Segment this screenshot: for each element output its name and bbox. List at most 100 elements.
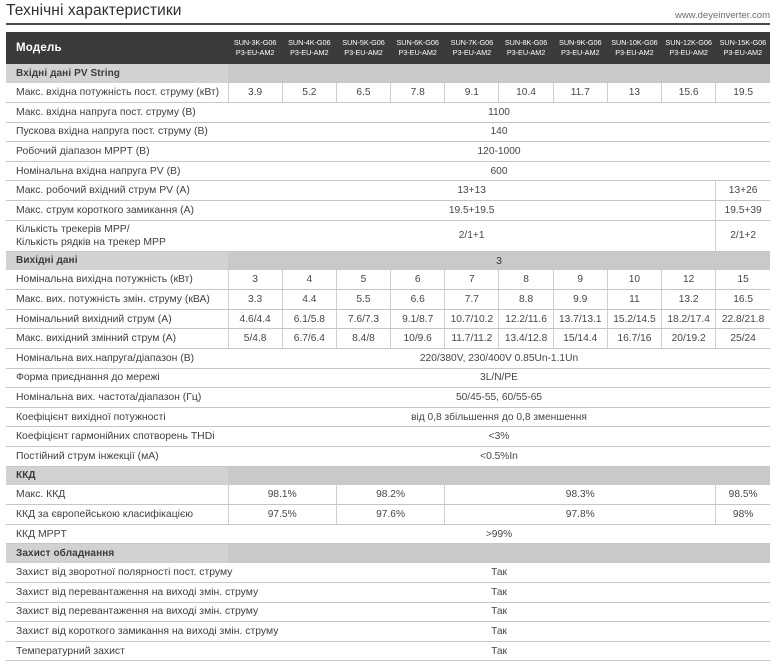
cell-value: 97.8%	[444, 504, 716, 525]
cell-value: 15.6	[661, 83, 716, 104]
cell-value: Так	[228, 562, 770, 583]
cell-value: 15/14.4	[552, 328, 608, 350]
cell-value: 5.2	[281, 83, 337, 104]
cell-value: 6.7/6.4	[281, 328, 337, 350]
model-name-line1: SUN-10K-G06	[611, 38, 658, 48]
model-name-line2: P3-EU-AM2	[723, 48, 763, 57]
cell-value: 1100	[228, 102, 770, 123]
row-thdi: Коефіцієнт гармонійних спотворень THDi <…	[6, 426, 770, 447]
section-band-fill	[228, 543, 770, 563]
cell-value: 8.8	[498, 289, 554, 310]
row-label: Макс. вихідний змінний струм (А)	[6, 328, 229, 350]
table-header-row: Модель SUN-3K-G06 P3-EU-AM2 SUN-4K-G06 P…	[6, 32, 770, 64]
model-name-line1: SUN-15K-G06	[719, 38, 767, 48]
row-label: Номінальний вихідний струм (А)	[6, 309, 229, 330]
cell-value: 9.1	[444, 83, 499, 104]
cell-value: 10/9.6	[390, 328, 445, 350]
specifications-table: Модель SUN-3K-G06 P3-EU-AM2 SUN-4K-G06 P…	[6, 32, 770, 665]
cell-value: Так	[228, 582, 770, 603]
section-title: Вихідні дані	[6, 251, 229, 271]
row-label: Макс. вхідна потужність пост. струму (кВ…	[6, 83, 229, 104]
row-label: Номінальна вих.напруга/діапазон (В)	[6, 348, 229, 369]
section-band-value: 3	[228, 251, 770, 271]
section-band-fill	[228, 466, 770, 486]
cell-value: 7.7	[444, 289, 499, 310]
cell-value: <3%	[228, 426, 770, 447]
section-title: ККД	[6, 466, 229, 486]
cell-value: 10.7/10.2	[444, 309, 499, 330]
cell-value: 4.4	[281, 289, 337, 310]
cell-value: 25/24	[715, 328, 770, 350]
row-mpp-trackers: Кількість трекерів MPP/ Кількість рядків…	[6, 220, 770, 252]
cell-value: 5	[335, 270, 391, 291]
cell-value: 600	[228, 161, 770, 182]
model-name-line2: P3-EU-AM2	[398, 48, 437, 57]
model-column-9: SUN-12K-G06 P3-EU-AM2	[662, 32, 716, 64]
cell-value: 2/1+1	[228, 220, 716, 252]
table-head: Модель SUN-3K-G06 P3-EU-AM2 SUN-4K-G06 P…	[6, 32, 770, 64]
cell-value: 98%	[715, 504, 770, 525]
row-label: Робочий діапазон MPPT (В)	[6, 141, 229, 162]
cell-value: 98.3%	[444, 485, 716, 506]
cell-value: 3.9	[227, 83, 283, 104]
cell-value: 2/1+2	[715, 220, 770, 252]
model-name-line1: SUN-9K-G06	[559, 38, 602, 48]
row-label: Пускова вхідна напруга пост. струму (В)	[6, 122, 229, 143]
cell-value: 13.7/13.1	[552, 309, 608, 330]
cell-value: 220/380V, 230/400V 0.85Un-1.1Un	[228, 348, 770, 369]
model-column-3: SUN-5K-G06 P3-EU-AM2	[336, 32, 390, 64]
cell-value: 13+13	[228, 180, 716, 202]
cell-value: 97.5%	[227, 504, 337, 525]
row-max-pv-working-current: Макс. робочий вхідний струм PV (А) 13+13…	[6, 180, 770, 202]
model-name-line2: P3-EU-AM2	[506, 48, 546, 57]
cell-value: 8.4/8	[335, 328, 391, 350]
row-label: Коефіцієнт гармонійних спотворень THDi	[6, 426, 229, 447]
row-label: Кількість трекерів MPP/ Кількість рядків…	[6, 220, 229, 252]
cell-value: від 0,8 збільшення до 0,8 зменшення	[228, 407, 770, 428]
row-max-ac-output-power: Макс. вих. потужність змін. струму (кВА)…	[6, 289, 770, 310]
cell-value: 13.4/12.8	[498, 328, 554, 350]
section-header-ac-output: Вихідні дані 3	[6, 251, 770, 271]
cell-value: 3L/N/PE	[228, 368, 770, 389]
cell-value: 9.9	[552, 289, 608, 310]
model-column-5: SUN-7K-G06 P3-EU-AM2	[445, 32, 499, 64]
cell-value: 97.6%	[335, 504, 445, 525]
cell-value: 6.6	[390, 289, 445, 310]
cell-value: 140	[228, 122, 770, 143]
row-label: Макс. робочий вхідний струм PV (А)	[6, 180, 229, 202]
cell-value: 11	[606, 289, 662, 310]
cell-value: 98.1%	[227, 485, 337, 506]
row-label: Захист від короткого замикання на виході…	[6, 621, 278, 642]
cell-value: 6	[390, 270, 445, 291]
cell-value: 13+26	[715, 180, 770, 202]
row-ac-overload-protection-1: Захист від перевантаження на виході змін…	[6, 582, 770, 603]
section-header-protection: Захист обладнання	[6, 543, 770, 563]
row-label: Форма приєднання до мережі	[6, 368, 229, 389]
row-power-factor: Коефіцієнт вихідної потужності від 0,8 з…	[6, 407, 770, 428]
cell-value: Так	[228, 602, 770, 623]
cell-value: 15.2/14.5	[606, 309, 662, 330]
cell-value: 20/19.2	[661, 328, 716, 350]
model-column-1: SUN-3K-G06 P3-EU-AM2	[228, 32, 282, 64]
cell-value: 120-1000	[228, 141, 770, 162]
cell-value: 19.5+39	[715, 200, 770, 221]
cell-value: 3	[227, 270, 283, 291]
model-name-line2: P3-EU-AM2	[235, 48, 275, 57]
model-name-line2: P3-EU-AM2	[669, 48, 708, 57]
cell-value: 16.5	[715, 289, 770, 310]
cell-value: <0.5%In	[228, 446, 770, 467]
row-label: Макс. струм короткого замикання (А)	[6, 200, 229, 221]
model-name-line1: SUN-4K-G06	[288, 38, 331, 48]
model-name-line2: P3-EU-AM2	[290, 48, 329, 57]
section-header-efficiency: ККД	[6, 466, 770, 486]
cell-value: 98.5%	[715, 485, 770, 506]
row-label: Макс. ККД	[6, 485, 229, 506]
row-nominal-output-current: Номінальний вихідний струм (А) 4.6/4.4 6…	[6, 309, 770, 330]
row-ac-short-circuit-protection: Захист від короткого замикання на виході…	[6, 621, 770, 642]
page-header: Технічні характеристики www.deyeinverter…	[0, 0, 776, 22]
row-nominal-output-voltage-range: Номінальна вих.напруга/діапазон (В) 220/…	[6, 348, 770, 369]
cell-value: 15	[715, 270, 770, 291]
cell-value: >99%	[228, 524, 770, 545]
section-title: Захист обладнання	[6, 543, 229, 563]
